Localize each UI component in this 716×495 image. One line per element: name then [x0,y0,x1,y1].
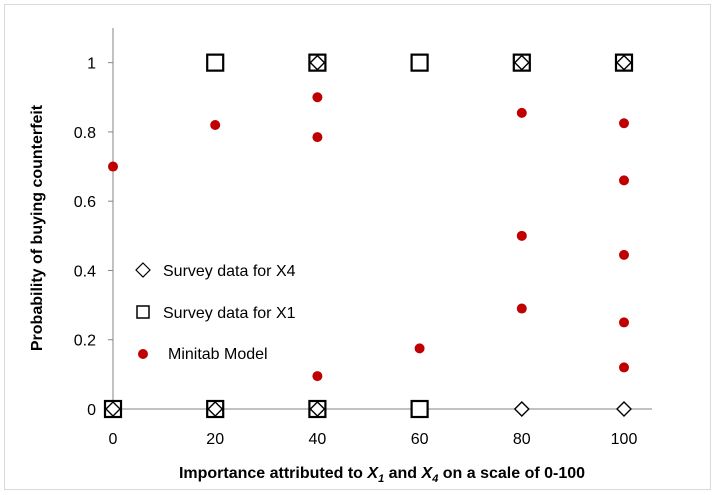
x-tick-label: 60 [411,431,429,448]
x-tick-label: 20 [206,431,224,448]
model-point [619,249,629,260]
y-tick-label: 1 [87,56,96,73]
diamond-marker [309,54,326,71]
model-point [108,161,118,172]
legend-item-x1: Survey data for X1 [136,305,296,322]
x-tick-label: 80 [513,431,531,448]
diamond-marker [309,401,326,417]
y-ticks: 0 0.2 0.4 0.6 0.8 1 [74,56,113,419]
diamond-marker [616,54,632,71]
model-point [312,371,323,382]
diamond-marker [207,401,224,417]
legend: Survey data for X4 Survey data for X1 Mi… [135,262,296,363]
legend-label-x1: Survey data for X1 [163,305,296,322]
square-marker [410,399,429,419]
model-point [619,317,629,328]
legend-label-x4: Survey data for X4 [163,263,296,280]
x-axis-title: Importance attributed to X1 and X4 on a … [179,465,585,485]
square-marker [410,53,429,72]
diamond-marker [513,54,530,71]
data-marks [103,53,634,419]
model-point [619,118,629,129]
square-marker [206,53,225,72]
y-tick-label: 0.2 [74,333,96,350]
legend-diamond-marker [135,262,151,278]
legend-item-minitab: Minitab Model [138,346,268,363]
model-point [312,132,323,143]
x-tick-label: 40 [309,431,327,448]
model-point [619,362,629,373]
legend-square-marker [136,305,150,319]
diamond-marker [105,401,121,417]
y-axis-title: Probability of buying counterfeit [29,104,46,351]
y-tick-label: 0 [87,402,96,419]
legend-item-x4: Survey data for X4 [135,262,296,280]
model-point [619,175,629,186]
y-tick-label: 0.6 [74,194,96,211]
legend-label-minitab: Minitab Model [168,346,268,363]
legend-circle-marker [138,349,148,359]
diamond-marker [616,401,632,417]
x-ticks: 0 20 40 60 80 100 [109,409,638,448]
model-point [210,119,221,130]
model-point [516,303,527,314]
y-tick-label: 0.4 [74,263,96,280]
y-tick-label: 0.8 [74,125,96,142]
model-point [312,92,323,103]
model-point [414,343,425,354]
axes [107,28,652,410]
model-point [516,230,527,241]
x-tick-label: 100 [611,431,638,448]
x-tick-label: 0 [109,431,118,448]
diamond-marker [513,401,530,417]
model-point [516,107,527,118]
